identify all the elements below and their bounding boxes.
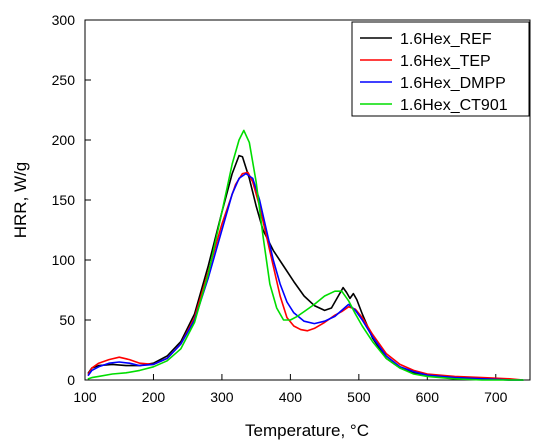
x-tick-label: 100 [73, 389, 97, 405]
x-axis: 100 200 300 400 500 600 700 [73, 374, 508, 405]
x-tick-label: 500 [347, 389, 371, 405]
y-tick-label: 0 [67, 372, 75, 388]
series-line [87, 172, 524, 381]
legend: 1.6Hex_REF 1.6Hex_TEP 1.6Hex_DMPP 1.6Hex_CT… [351, 21, 530, 117]
y-tick-label: 100 [52, 252, 76, 268]
x-tick-label: 200 [142, 389, 166, 405]
legend-label: 1.6Hex_DMPP [400, 75, 506, 92]
series-layer [87, 129, 524, 381]
y-tick-label: 300 [52, 12, 76, 28]
y-tick-label: 250 [52, 72, 76, 88]
x-axis-label: Temperature, °C [245, 421, 369, 440]
x-tick-label: 700 [484, 389, 508, 405]
y-tick-label: 200 [52, 132, 76, 148]
series-line [87, 129, 524, 381]
y-tick-label: 150 [52, 192, 76, 208]
x-tick-label: 400 [279, 389, 303, 405]
legend-label: 1.6Hex_CT901 [400, 97, 508, 114]
y-axis: 0 50 100 150 200 250 300 [52, 12, 91, 388]
legend-label: 1.6Hex_TEP [400, 53, 491, 70]
x-tick-label: 600 [416, 389, 440, 405]
y-axis-label: HRR, W/g [11, 162, 30, 239]
x-tick-label: 300 [210, 389, 234, 405]
y-tick-label: 50 [59, 312, 75, 328]
legend-label: 1.6Hex_REF [400, 31, 492, 48]
